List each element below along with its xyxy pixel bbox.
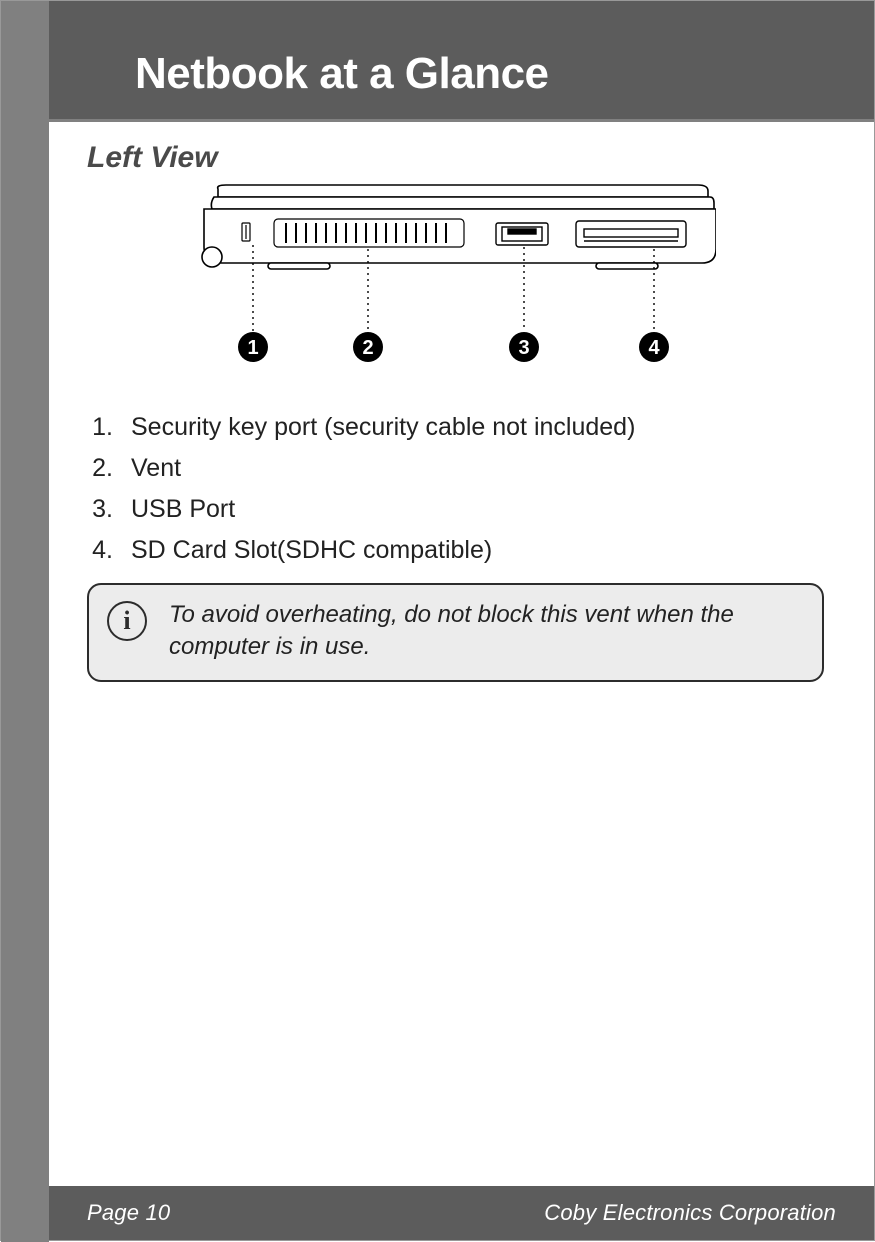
footer-band: Page 10 Coby Electronics Corporation: [49, 1186, 874, 1240]
header-underline: [49, 119, 874, 122]
footer-page-number: Page 10: [87, 1200, 170, 1226]
header-band: Netbook at a Glance: [49, 1, 874, 119]
legend-label: SD Card Slot(SDHC compatible): [131, 536, 492, 565]
content-area: Left View: [87, 141, 824, 682]
page: Netbook at a Glance Left View: [0, 0, 875, 1241]
legend-label: Security key port (security cable not in…: [131, 413, 635, 442]
legend-item: 3. USB Port: [87, 495, 824, 524]
callout-1: 1: [247, 337, 258, 359]
netbook-left-view-svg: 1 2 3 4: [196, 183, 716, 383]
legend-item: 4. SD Card Slot(SDHC compatible): [87, 536, 824, 565]
info-note-text: To avoid overheating, do not block this …: [169, 599, 802, 664]
info-note: i To avoid overheating, do not block thi…: [87, 583, 824, 682]
callout-3: 3: [518, 337, 529, 359]
left-margin-band: [1, 1, 49, 1242]
callout-2: 2: [362, 337, 373, 359]
legend-item: 2. Vent: [87, 454, 824, 483]
left-view-diagram: 1 2 3 4: [196, 183, 716, 383]
info-icon: i: [107, 601, 147, 641]
legend-num: 1.: [87, 413, 113, 442]
callout-4: 4: [648, 337, 660, 359]
footer-company: Coby Electronics Corporation: [544, 1200, 836, 1226]
legend-label: Vent: [131, 454, 181, 483]
legend-num: 2.: [87, 454, 113, 483]
legend-num: 4.: [87, 536, 113, 565]
legend-item: 1. Security key port (security cable not…: [87, 413, 824, 442]
page-title: Netbook at a Glance: [135, 49, 549, 99]
legend-num: 3.: [87, 495, 113, 524]
section-heading: Left View: [87, 141, 824, 175]
legend-label: USB Port: [131, 495, 235, 524]
legend-list: 1. Security key port (security cable not…: [87, 413, 824, 565]
